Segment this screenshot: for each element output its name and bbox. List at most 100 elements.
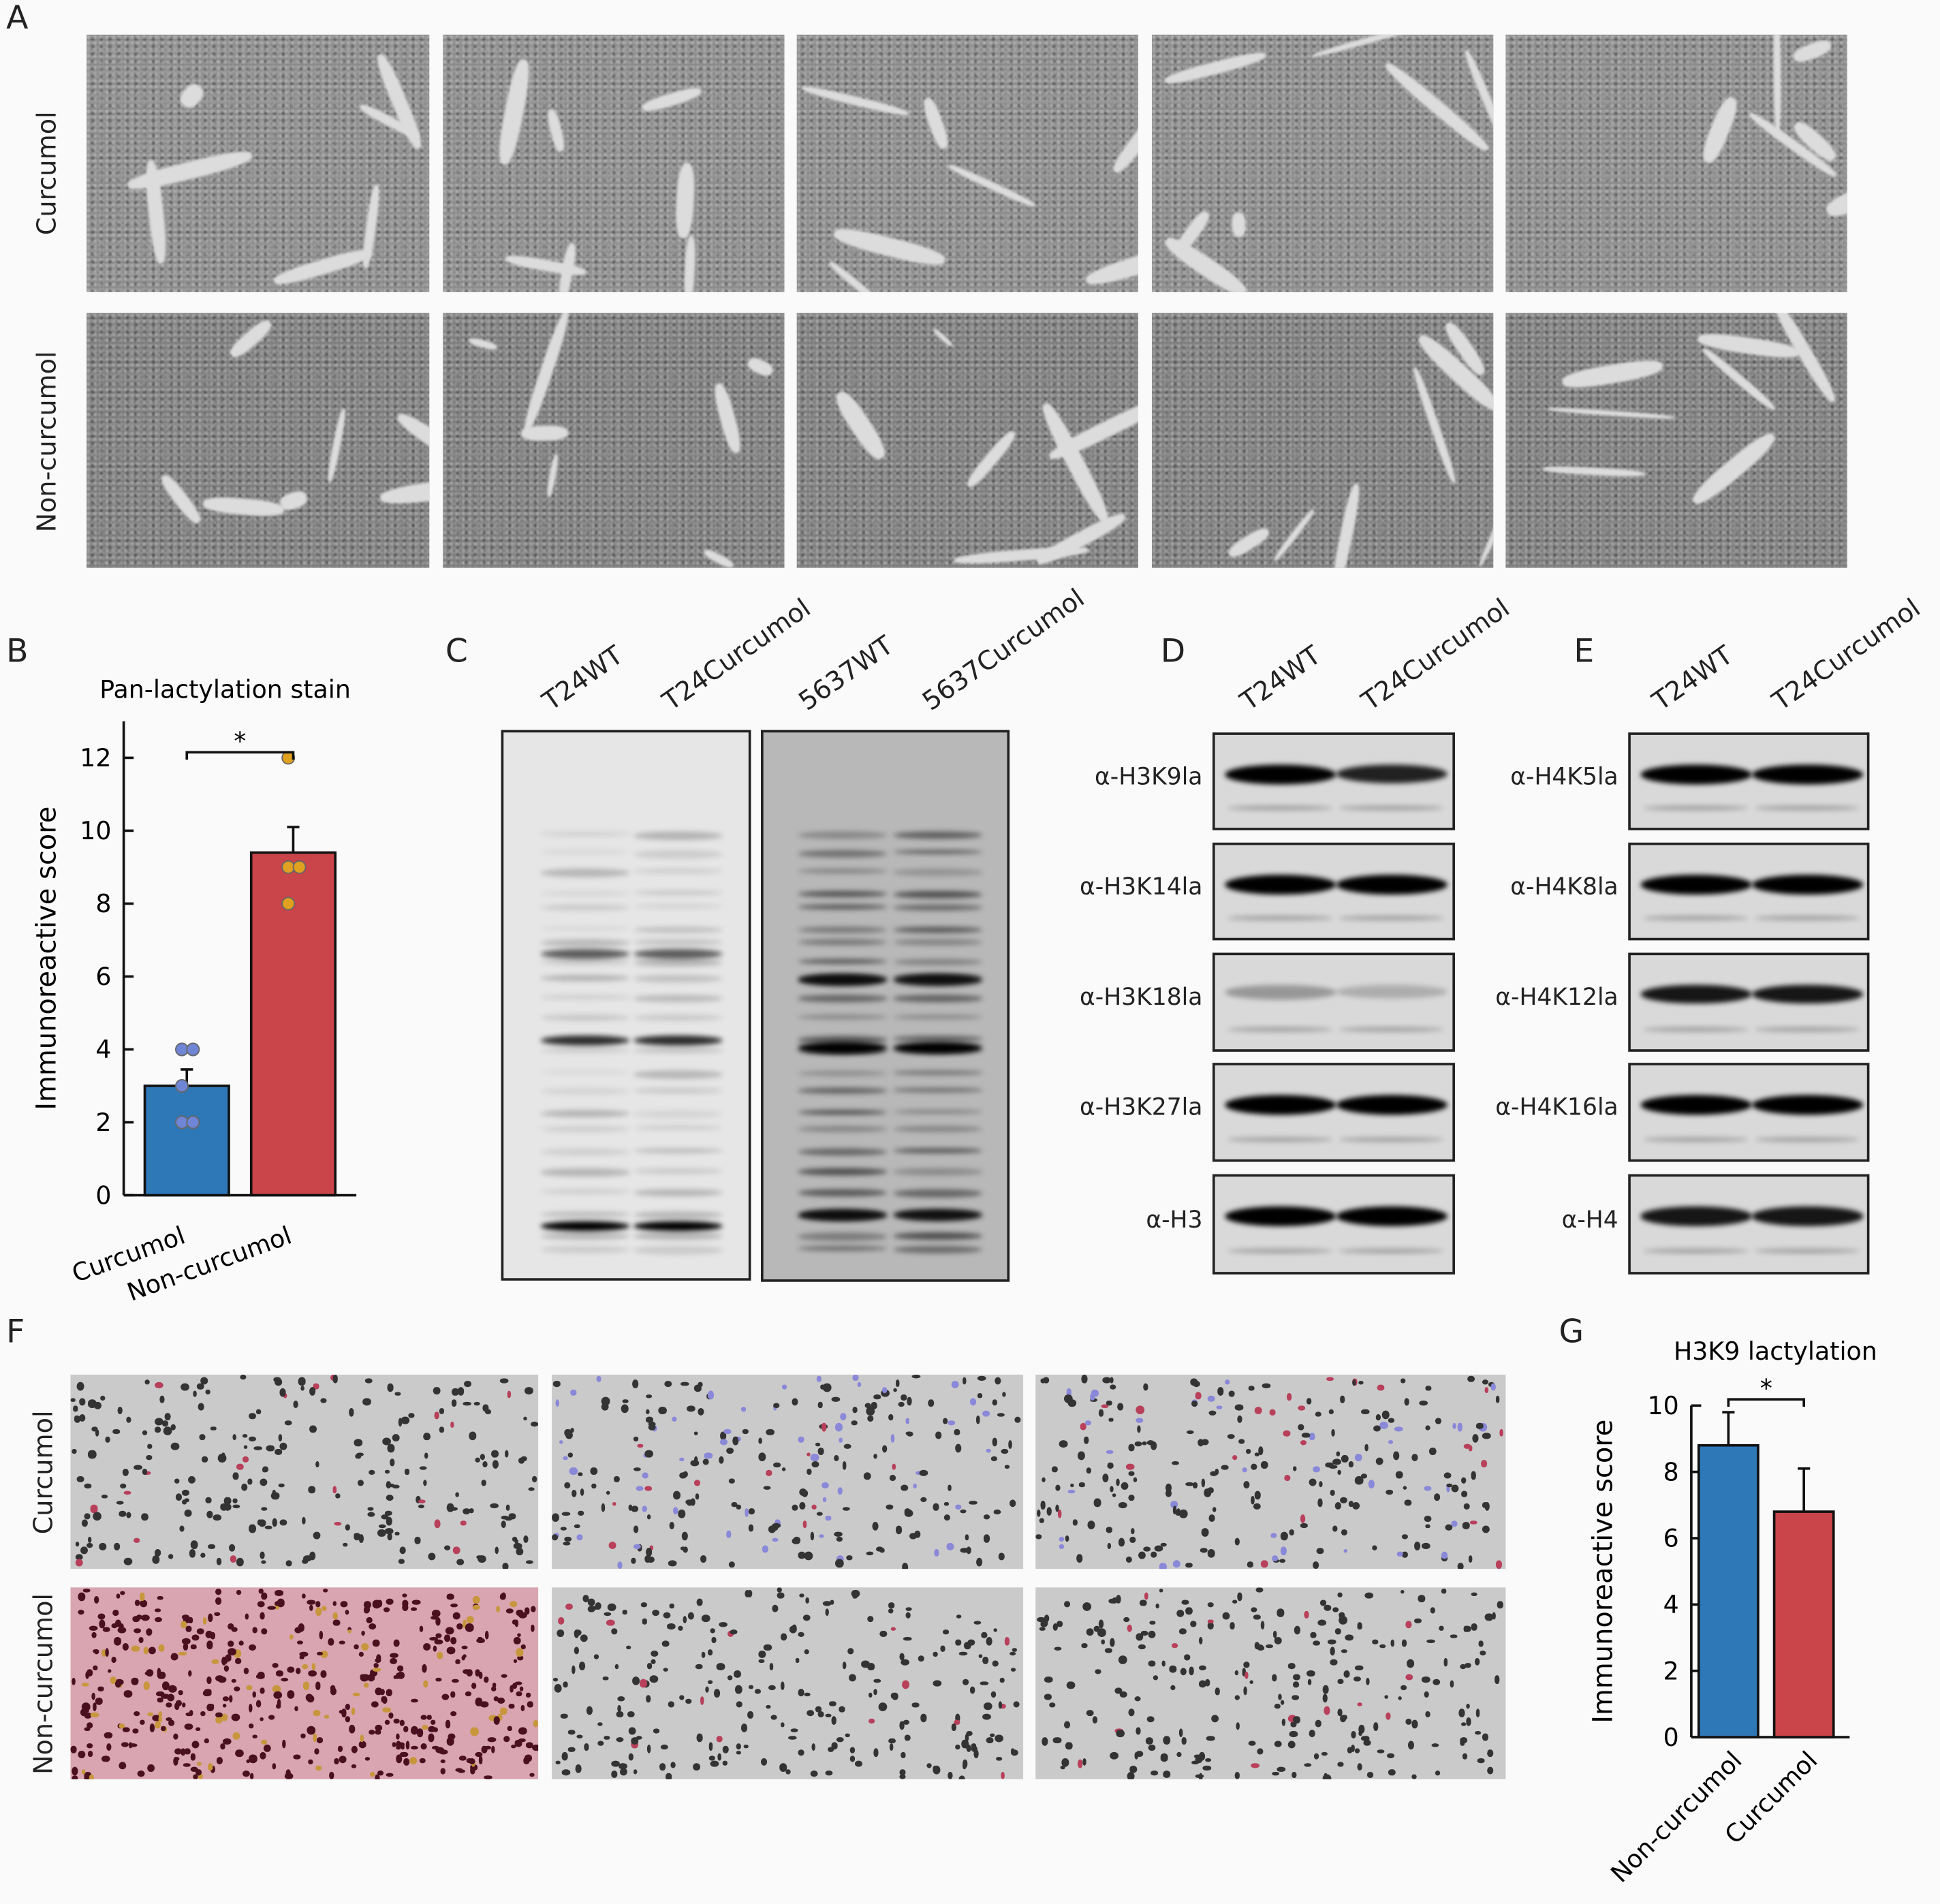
blot-band — [1640, 764, 1752, 784]
cell-nucleus — [713, 1689, 721, 1698]
cell-nucleus — [839, 1414, 847, 1421]
cell-nucleus — [1088, 1520, 1095, 1529]
cell-nucleus — [98, 1613, 106, 1621]
cell-nucleus — [874, 1748, 879, 1757]
cell-nucleus — [309, 1425, 317, 1433]
cell-nucleus — [933, 1766, 941, 1775]
cell-nucleus — [483, 1404, 489, 1412]
cell-nucleus — [692, 1762, 701, 1771]
cell-nucleus — [516, 1632, 522, 1637]
cell-nucleus — [159, 1395, 165, 1403]
cell-nucleus — [500, 1378, 509, 1384]
cell-nucleus — [255, 1700, 262, 1707]
cell-nucleus — [1076, 1554, 1083, 1563]
cell-nucleus — [582, 1594, 589, 1602]
western-blot-strip — [1628, 732, 1870, 830]
blot-band — [893, 973, 983, 986]
cell-nucleus — [475, 1555, 482, 1559]
cell-nucleus — [1403, 1486, 1407, 1491]
cell-nucleus — [294, 1627, 302, 1634]
cell-nucleus — [701, 1614, 710, 1622]
cell-nucleus — [1294, 1625, 1301, 1634]
cell-nucleus — [1312, 1465, 1320, 1473]
cell-nucleus — [1010, 1652, 1017, 1657]
blot-band — [1754, 1136, 1860, 1142]
blot-band — [633, 995, 723, 1003]
cell-nucleus — [1086, 1710, 1094, 1717]
cell-nucleus — [1317, 1499, 1324, 1508]
cell-nucleus — [920, 1714, 928, 1723]
cell-nucleus — [81, 1519, 88, 1527]
cell-nucleus — [1328, 1409, 1334, 1415]
cell-nucleus — [1140, 1630, 1148, 1636]
cell-nucleus — [1010, 1667, 1016, 1672]
cell-nucleus — [1203, 1765, 1212, 1770]
cell-nucleus — [1371, 1639, 1379, 1644]
cell-nucleus — [781, 1633, 787, 1640]
cell-nucleus — [497, 1697, 505, 1704]
cell-nucleus — [322, 1588, 328, 1593]
cell-nucleus — [398, 1559, 405, 1565]
cell-nucleus — [765, 1470, 772, 1476]
cell-nucleus — [1411, 1454, 1418, 1462]
cell-nucleus — [293, 1754, 302, 1760]
cell-nucleus — [362, 1399, 371, 1406]
cell-nucleus — [1400, 1685, 1407, 1691]
cell-nucleus — [72, 1678, 76, 1686]
blot-band — [893, 904, 983, 911]
cell-nucleus — [158, 1711, 162, 1718]
cell-nucleus — [259, 1478, 268, 1486]
cell-nucleus — [1450, 1634, 1458, 1638]
cell-nucleus — [1179, 1509, 1188, 1518]
cell-nucleus — [707, 1390, 714, 1399]
cell-nucleus — [351, 1707, 356, 1715]
cell-nucleus — [864, 1403, 871, 1409]
cell-nucleus — [1401, 1551, 1408, 1559]
significance-bracket — [185, 751, 295, 760]
western-blot-t24 — [501, 730, 751, 1281]
cell-nucleus — [176, 1700, 183, 1707]
cell-nucleus — [648, 1544, 654, 1550]
cell-nucleus — [1044, 1676, 1052, 1683]
cell-nucleus — [484, 1775, 492, 1779]
cell-nucleus — [484, 1676, 489, 1683]
cell-nucleus — [955, 1638, 961, 1646]
cell-nucleus — [1179, 1728, 1184, 1738]
cell-nucleus — [770, 1714, 777, 1719]
cell-nucleus — [428, 1552, 437, 1561]
cell-nucleus — [71, 1397, 76, 1402]
cell-nucleus — [898, 1401, 905, 1407]
cell-nucleus — [1261, 1559, 1268, 1568]
cell-nucleus — [121, 1742, 129, 1747]
cell-nucleus — [525, 1387, 533, 1394]
cell-nucleus — [257, 1601, 265, 1608]
cell-nucleus — [1208, 1514, 1216, 1522]
cell-nucleus — [309, 1387, 315, 1396]
cell-nucleus — [595, 1602, 601, 1610]
cell-nucleus — [1210, 1715, 1219, 1723]
cell-nucleus — [1106, 1527, 1113, 1533]
blot-band — [540, 890, 630, 896]
cell-nucleus — [1137, 1424, 1142, 1433]
cell-nucleus — [1283, 1431, 1290, 1437]
cell-nucleus — [1468, 1555, 1473, 1563]
cell-nucleus — [618, 1696, 625, 1702]
cell-nucleus — [898, 1774, 905, 1779]
cell-nucleus — [1165, 1490, 1172, 1498]
blot-band — [633, 850, 723, 859]
blot-band — [540, 850, 630, 855]
cell-nucleus — [792, 1504, 798, 1512]
cell-nucleus — [1148, 1631, 1156, 1639]
cell-nucleus — [553, 1381, 561, 1387]
blot-band — [540, 926, 630, 931]
cell-nucleus — [823, 1383, 831, 1392]
cell-nucleus — [595, 1375, 601, 1382]
cell-nucleus — [1476, 1423, 1484, 1429]
cell-nucleus — [901, 1752, 906, 1758]
cell-nucleus — [241, 1483, 248, 1491]
blot-band — [1227, 805, 1333, 811]
cell-nucleus — [495, 1547, 499, 1555]
cell-nucleus — [244, 1612, 249, 1620]
cell-nucleus — [791, 1623, 796, 1633]
cell-nucleus — [434, 1411, 439, 1420]
